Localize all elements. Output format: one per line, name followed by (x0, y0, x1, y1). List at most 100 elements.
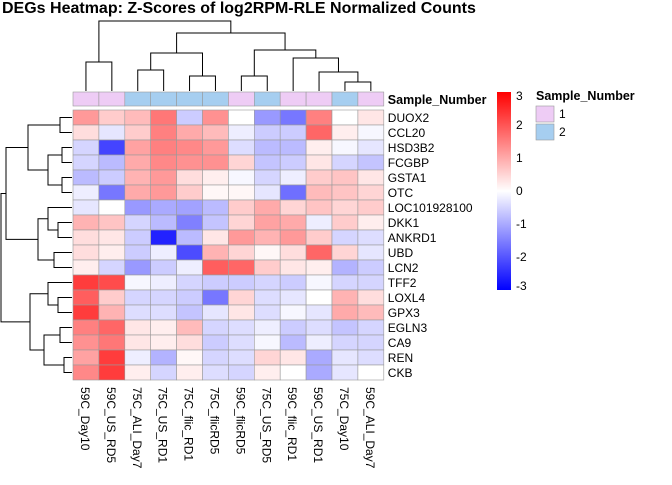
heatmap-cell (98, 154, 126, 171)
heatmap-cell (176, 184, 203, 201)
heatmap-cell (228, 334, 255, 351)
heatmap-cell (305, 304, 333, 321)
annotation-name: Sample_Number (388, 93, 487, 107)
heatmap-cell (305, 109, 333, 126)
heatmap-cell (331, 364, 359, 381)
heatmap-cell (331, 139, 359, 156)
heatmap-cell (124, 349, 152, 366)
heatmap-cell (254, 259, 281, 276)
heatmap-cell (331, 124, 359, 141)
heatmap-cell (176, 349, 203, 366)
heatmap-cell (124, 199, 152, 216)
row-label: GSTA1 (388, 171, 427, 185)
dendrogram-branch (61, 147, 72, 163)
heatmap-cell (176, 124, 203, 141)
heatmap-cell (150, 169, 177, 186)
heatmap-cell (72, 154, 100, 171)
heatmap-cell (202, 334, 229, 351)
row-labels: DUOX2CCL20HSD3B2FCGBPGSTA1OTCLOC10192810… (388, 111, 473, 380)
heatmap-cell (176, 229, 203, 246)
heatmap-cell (150, 184, 177, 201)
dendrogram-branch (43, 334, 64, 366)
heatmap-cell (279, 349, 307, 366)
heatmap-cell (72, 304, 100, 321)
heatmap-cell (357, 319, 385, 336)
heatmap-cell (331, 319, 359, 336)
heatmap-cell (357, 259, 385, 276)
heatmap-cell (124, 229, 152, 246)
heatmap-cell (124, 319, 152, 336)
heatmap-cell (254, 334, 281, 351)
row-label: CA9 (388, 336, 412, 350)
heatmap-cell (98, 304, 126, 321)
heatmap-cell (305, 364, 333, 381)
heatmap-cell (124, 139, 152, 156)
heatmap-cell (98, 319, 126, 336)
heatmap-cell (305, 244, 333, 261)
heatmap-cell (72, 334, 100, 351)
column-label: 59C_US_RD1 (311, 387, 325, 463)
heatmap-cell (124, 334, 152, 351)
dendrogram-branch (47, 282, 72, 306)
heatmap-cell (98, 214, 126, 231)
row-label: UBD (388, 246, 414, 260)
heatmap-cell (357, 199, 385, 216)
heatmap-cell (150, 334, 177, 351)
heatmap-cell (357, 154, 385, 171)
row-label: TFF2 (388, 276, 417, 290)
chart-title: DEGs Heatmap: Z-Scores of log2RPM-RLE No… (2, 0, 476, 17)
dendrogram-branch (47, 154, 62, 186)
heatmap-cell (331, 304, 359, 321)
annotation-cell (124, 91, 152, 107)
heatmap-cell (124, 364, 152, 381)
row-label: CKB (388, 366, 413, 380)
annotation-legend-swatch (535, 123, 555, 141)
heatmap-cell (150, 154, 177, 171)
heatmap-cell (98, 349, 126, 366)
heatmap-cell (150, 319, 177, 336)
heatmap-cell (331, 199, 359, 216)
heatmap-cell (254, 319, 281, 336)
heatmap-cell (228, 124, 255, 141)
heatmap-cell (98, 109, 126, 126)
heatmap-cell (228, 244, 255, 261)
heatmap-cell (279, 154, 307, 171)
heatmap-cell (98, 124, 126, 141)
dendrogram-branch (57, 297, 72, 313)
heatmap-cell (228, 289, 255, 306)
heatmap-cell (150, 199, 177, 216)
heatmap-cell (254, 124, 281, 141)
annotation-cell (202, 91, 229, 107)
heatmap-cell (98, 184, 126, 201)
annotation-legend-label: 1 (559, 107, 566, 121)
dendrogram-branch (344, 81, 372, 91)
heatmap-cell (98, 229, 126, 246)
heatmap-cell (176, 199, 203, 216)
heatmap-cell (279, 289, 307, 306)
heatmap-cell (305, 229, 333, 246)
heatmap-cell (202, 214, 229, 231)
dendrogram-branch (27, 124, 60, 171)
heatmap-cell (202, 289, 229, 306)
heatmap-cell (331, 154, 359, 171)
heatmap-cell (98, 199, 126, 216)
heatmap-cell (228, 259, 255, 276)
heatmap-cell (202, 124, 229, 141)
heatmap-cell (305, 259, 333, 276)
heatmap-cell (305, 124, 333, 141)
row-label: DUOX2 (388, 111, 430, 125)
heatmap-cell (176, 154, 203, 171)
column-dendrogram (85, 20, 372, 91)
dendrogram-branch (29, 293, 48, 351)
heatmap-cell (331, 169, 359, 186)
heatmap-cell (150, 274, 177, 291)
dendrogram-branch (292, 57, 339, 91)
heatmap-cell (72, 139, 100, 156)
heatmap-cell (176, 319, 203, 336)
heatmap-cell (202, 349, 229, 366)
heatmap-cell (98, 274, 126, 291)
row-label: LOC101928100 (388, 201, 473, 215)
heatmap-cell (72, 109, 100, 126)
heatmap-cell (254, 349, 281, 366)
